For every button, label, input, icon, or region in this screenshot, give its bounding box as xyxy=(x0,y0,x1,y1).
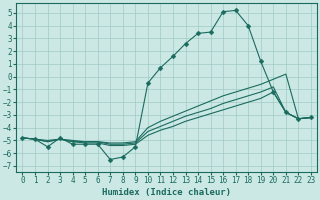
X-axis label: Humidex (Indice chaleur): Humidex (Indice chaleur) xyxy=(102,188,231,197)
